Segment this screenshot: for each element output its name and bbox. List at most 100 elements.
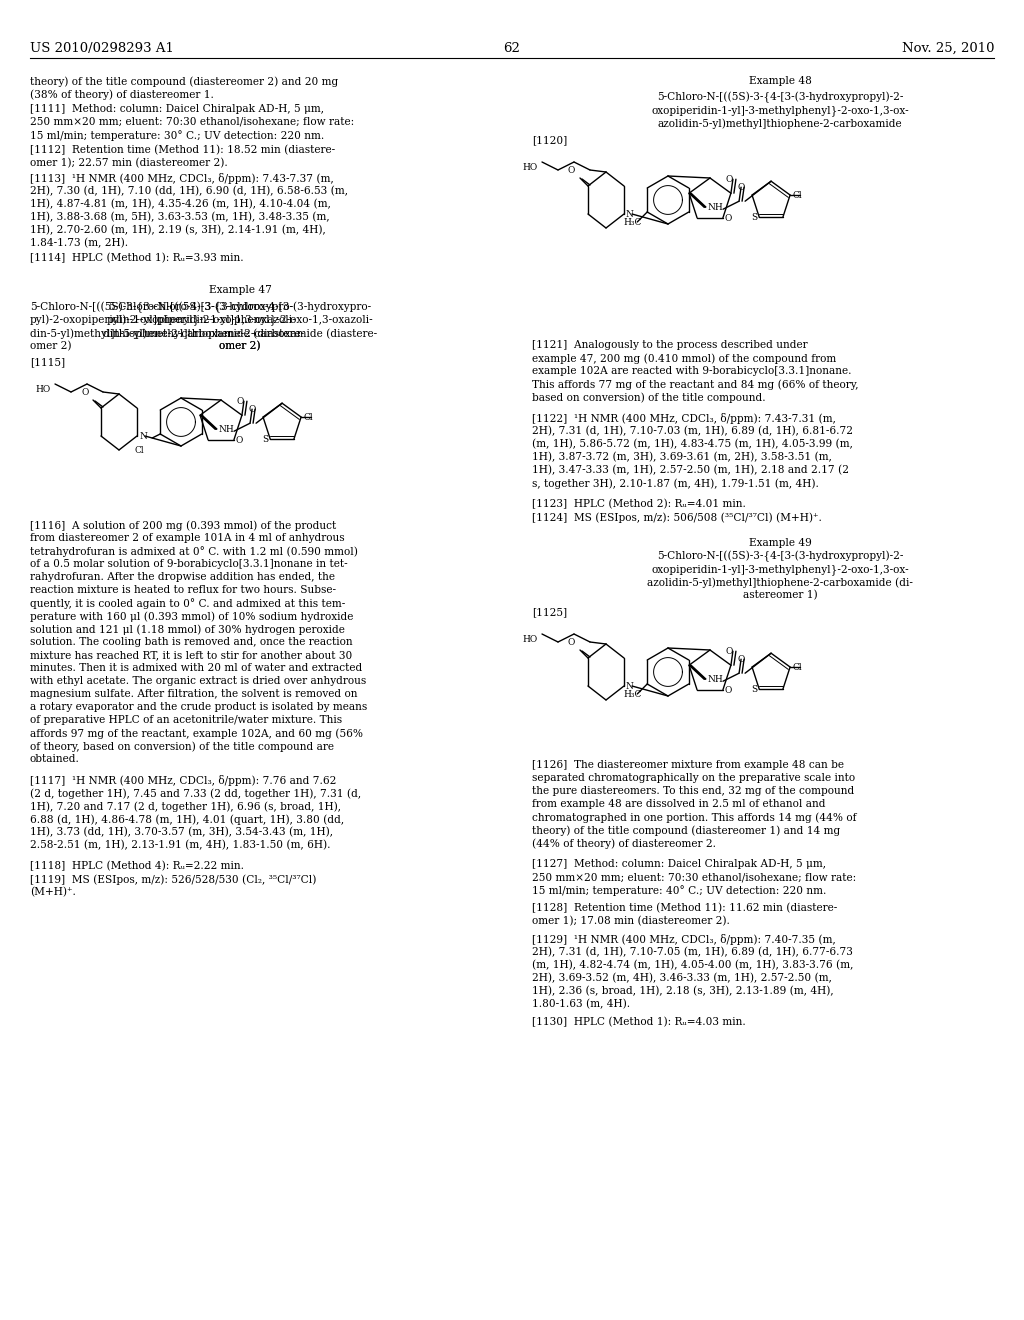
Text: S: S (262, 436, 268, 445)
Text: separated chromatographically on the preparative scale into: separated chromatographically on the pre… (532, 774, 855, 783)
Text: 2H), 7.31 (d, 1H), 7.10-7.05 (m, 1H), 6.89 (d, 1H), 6.77-6.73: 2H), 7.31 (d, 1H), 7.10-7.05 (m, 1H), 6.… (532, 946, 853, 957)
Text: N: N (139, 432, 146, 441)
Text: S: S (752, 214, 758, 222)
Text: Example 48: Example 48 (749, 77, 811, 86)
Text: from diastereomer 2 of example 101A in 4 ml of anhydrous: from diastereomer 2 of example 101A in 4… (30, 533, 345, 543)
Text: 250 mm×20 mm; eluent: 70:30 ethanol/isohexane; flow rate:: 250 mm×20 mm; eluent: 70:30 ethanol/isoh… (30, 117, 354, 127)
Text: mixture has reached RT, it is left to stir for another about 30: mixture has reached RT, it is left to st… (30, 649, 352, 660)
Text: 1H), 3.88-3.68 (m, 5H), 3.63-3.53 (m, 1H), 3.48-3.35 (m,: 1H), 3.88-3.68 (m, 5H), 3.63-3.53 (m, 1H… (30, 213, 330, 222)
Text: of a 0.5 molar solution of 9-borabicyclo[3.3.1]nonane in tet-: of a 0.5 molar solution of 9-borabicyclo… (30, 558, 347, 569)
Text: H₃C: H₃C (624, 690, 642, 700)
Text: Example 49: Example 49 (749, 539, 811, 548)
Text: O: O (237, 397, 245, 407)
Text: omer 2): omer 2) (219, 341, 261, 351)
Text: (44% of theory) of diastereomer 2.: (44% of theory) of diastereomer 2. (532, 838, 716, 849)
Text: NH: NH (218, 425, 233, 434)
Text: Cl: Cl (134, 446, 143, 455)
Polygon shape (200, 416, 217, 429)
Text: [1114]  HPLC (Method 1): Rᵤ=3.93 min.: [1114] HPLC (Method 1): Rᵤ=3.93 min. (30, 253, 244, 264)
Text: s, together 3H), 2.10-1.87 (m, 4H), 1.79-1.51 (m, 4H).: s, together 3H), 2.10-1.87 (m, 4H), 1.79… (532, 478, 819, 488)
Text: O: O (726, 176, 733, 185)
Text: 15 ml/min; temperature: 30° C.; UV detection: 220 nm.: 15 ml/min; temperature: 30° C.; UV detec… (30, 129, 325, 141)
Text: with ethyl acetate. The organic extract is dried over anhydrous: with ethyl acetate. The organic extract … (30, 676, 367, 686)
Text: O: O (81, 388, 88, 397)
Text: 15 ml/min; temperature: 40° C.; UV detection: 220 nm.: 15 ml/min; temperature: 40° C.; UV detec… (532, 884, 826, 896)
Text: 5-Chloro-N-[((5S)-3-{4-[3-(3-hydroxypropyl)-2-: 5-Chloro-N-[((5S)-3-{4-[3-(3-hydroxyprop… (656, 550, 903, 562)
Text: rahydrofuran. After the dropwise addition has ended, the: rahydrofuran. After the dropwise additio… (30, 572, 335, 582)
Text: 62: 62 (504, 42, 520, 55)
Text: This affords 77 mg of the reactant and 84 mg (66% of theory,: This affords 77 mg of the reactant and 8… (532, 379, 858, 389)
Text: [1123]  HPLC (Method 2): Rᵤ=4.01 min.: [1123] HPLC (Method 2): Rᵤ=4.01 min. (532, 499, 745, 510)
Text: (38% of theory) of diastereomer 1.: (38% of theory) of diastereomer 1. (30, 88, 214, 99)
Text: S: S (752, 685, 758, 694)
Text: perature with 160 μl (0.393 mmol) of 10% sodium hydroxide: perature with 160 μl (0.393 mmol) of 10%… (30, 611, 353, 622)
Text: Nov. 25, 2010: Nov. 25, 2010 (901, 42, 994, 55)
Text: 1H), 4.87-4.81 (m, 1H), 4.35-4.26 (m, 1H), 4.10-4.04 (m,: 1H), 4.87-4.81 (m, 1H), 4.35-4.26 (m, 1H… (30, 199, 331, 210)
Text: O: O (568, 166, 575, 176)
Text: the pure diastereomers. To this end, 32 mg of the compound: the pure diastereomers. To this end, 32 … (532, 785, 854, 796)
Text: 1H), 3.73 (dd, 1H), 3.70-3.57 (m, 3H), 3.54-3.43 (m, 1H),: 1H), 3.73 (dd, 1H), 3.70-3.57 (m, 3H), 3… (30, 828, 333, 837)
Text: [1129]  ¹H NMR (400 MHz, CDCl₃, δ/ppm): 7.40-7.35 (m,: [1129] ¹H NMR (400 MHz, CDCl₃, δ/ppm): 7… (532, 935, 836, 945)
Text: 1H), 7.20 and 7.17 (2 d, together 1H), 6.96 (s, broad, 1H),: 1H), 7.20 and 7.17 (2 d, together 1H), 6… (30, 801, 341, 812)
Polygon shape (689, 193, 707, 207)
Text: of theory, based on conversion) of the title compound are: of theory, based on conversion) of the t… (30, 741, 334, 751)
Text: O: O (737, 655, 744, 664)
Text: omer 1); 22.57 min (diastereomer 2).: omer 1); 22.57 min (diastereomer 2). (30, 158, 227, 169)
Text: 5-Chloro-N-[((5S)-3-{4-[3-(3-hydroxypropyl)-2-: 5-Chloro-N-[((5S)-3-{4-[3-(3-hydroxyprop… (656, 92, 903, 103)
Text: 2H), 7.31 (d, 1H), 7.10-7.03 (m, 1H), 6.89 (d, 1H), 6.81-6.72: 2H), 7.31 (d, 1H), 7.10-7.03 (m, 1H), 6.… (532, 426, 853, 437)
Text: astereomer 1): astereomer 1) (742, 590, 817, 601)
Text: theory) of the title compound (diastereomer 2) and 20 mg: theory) of the title compound (diastereo… (30, 77, 338, 87)
Text: [1115]: [1115] (30, 356, 66, 367)
Text: NH: NH (708, 676, 723, 684)
Text: [1128]  Retention time (Method 11): 11.62 min (diastere-: [1128] Retention time (Method 11): 11.62… (532, 903, 838, 913)
Text: O: O (726, 647, 733, 656)
Text: azolidin-5-yl)methyl]thiophene-2-carboxamide (di-: azolidin-5-yl)methyl]thiophene-2-carboxa… (647, 577, 913, 587)
Text: solution and 121 μl (1.18 mmol) of 30% hydrogen peroxide: solution and 121 μl (1.18 mmol) of 30% h… (30, 624, 345, 635)
Text: tetrahydrofuran is admixed at 0° C. with 1.2 ml (0.590 mmol): tetrahydrofuran is admixed at 0° C. with… (30, 546, 357, 557)
Text: HO: HO (35, 385, 50, 393)
Text: theory) of the title compound (diastereomer 1) and 14 mg: theory) of the title compound (diastereo… (532, 825, 841, 836)
Text: [1116]  A solution of 200 mg (0.393 mmol) of the product: [1116] A solution of 200 mg (0.393 mmol)… (30, 520, 336, 531)
Text: Example 47: Example 47 (209, 285, 271, 294)
Text: pyl)-2-oxopiperidin-1-yl]phenyl}-2-oxo-1,3-oxazoli-: pyl)-2-oxopiperidin-1-yl]phenyl}-2-oxo-1… (30, 315, 297, 326)
Text: 6.88 (d, 1H), 4.86-4.78 (m, 1H), 4.01 (quart, 1H), 3.80 (dd,: 6.88 (d, 1H), 4.86-4.78 (m, 1H), 4.01 (q… (30, 814, 344, 825)
Text: 1H), 2.70-2.60 (m, 1H), 2.19 (s, 3H), 2.14-1.91 (m, 4H),: 1H), 2.70-2.60 (m, 1H), 2.19 (s, 3H), 2.… (30, 224, 326, 235)
Text: (2 d, together 1H), 7.45 and 7.33 (2 dd, together 1H), 7.31 (d,: (2 d, together 1H), 7.45 and 7.33 (2 dd,… (30, 788, 361, 799)
Text: din-5-yl)methyl]thiophene-2-carboxamide (diastere-: din-5-yl)methyl]thiophene-2-carboxamide … (30, 327, 304, 338)
Text: 2H), 7.30 (d, 1H), 7.10 (dd, 1H), 6.90 (d, 1H), 6.58-6.53 (m,: 2H), 7.30 (d, 1H), 7.10 (dd, 1H), 6.90 (… (30, 186, 348, 197)
Text: [1125]: [1125] (532, 607, 567, 616)
Text: omer 1); 17.08 min (diastereomer 2).: omer 1); 17.08 min (diastereomer 2). (532, 916, 730, 927)
Text: azolidin-5-yl)methyl]thiophene-2-carboxamide: azolidin-5-yl)methyl]thiophene-2-carboxa… (657, 117, 902, 128)
Text: (m, 1H), 5.86-5.72 (m, 1H), 4.83-4.75 (m, 1H), 4.05-3.99 (m,: (m, 1H), 5.86-5.72 (m, 1H), 4.83-4.75 (m… (532, 440, 853, 449)
Text: [1121]  Analogously to the process described under: [1121] Analogously to the process descri… (532, 341, 808, 350)
Text: [1118]  HPLC (Method 4): Rᵤ=2.22 min.: [1118] HPLC (Method 4): Rᵤ=2.22 min. (30, 861, 244, 871)
Text: from example 48 are dissolved in 2.5 ml of ethanol and: from example 48 are dissolved in 2.5 ml … (532, 799, 825, 809)
Text: 5-Chloro-N-[((5S)-3-{3-chloro-4-[3-(3-hydroxypro-: 5-Chloro-N-[((5S)-3-{3-chloro-4-[3-(3-hy… (30, 302, 293, 313)
Text: [1112]  Retention time (Method 11): 18.52 min (diastere-: [1112] Retention time (Method 11): 18.52… (30, 145, 335, 156)
Text: omer 2): omer 2) (219, 341, 261, 351)
Text: pyl)-2-oxopiperidin-1-yl]phenyl}-2-oxo-1,3-oxazoli-: pyl)-2-oxopiperidin-1-yl]phenyl}-2-oxo-1… (106, 315, 374, 326)
Text: oxopiperidin-1-yl]-3-methylphenyl}-2-oxo-1,3-ox-: oxopiperidin-1-yl]-3-methylphenyl}-2-oxo… (651, 564, 909, 574)
Text: NH: NH (708, 203, 723, 213)
Text: 5-Chloro-N-[((5S)-3-{3-chloro-4-[3-(3-hydroxypro-: 5-Chloro-N-[((5S)-3-{3-chloro-4-[3-(3-hy… (109, 302, 372, 313)
Text: O: O (725, 686, 732, 694)
Text: omer 2): omer 2) (30, 341, 72, 351)
Text: 1H), 3.47-3.33 (m, 1H), 2.57-2.50 (m, 1H), 2.18 and 2.17 (2: 1H), 3.47-3.33 (m, 1H), 2.57-2.50 (m, 1H… (532, 465, 849, 475)
Text: H₃C: H₃C (624, 218, 642, 227)
Text: based on conversion) of the title compound.: based on conversion) of the title compou… (532, 392, 766, 403)
Text: reaction mixture is heated to reflux for two hours. Subse-: reaction mixture is heated to reflux for… (30, 585, 336, 595)
Text: 250 mm×20 mm; eluent: 70:30 ethanol/isohexane; flow rate:: 250 mm×20 mm; eluent: 70:30 ethanol/isoh… (532, 873, 856, 882)
Text: of preparative HPLC of an acetonitrile/water mixture. This: of preparative HPLC of an acetonitrile/w… (30, 715, 342, 725)
Text: [1127]  Method: column: Daicel Chiralpak AD-H, 5 μm,: [1127] Method: column: Daicel Chiralpak … (532, 859, 826, 869)
Text: chromatographed in one portion. This affords 14 mg (44% of: chromatographed in one portion. This aff… (532, 812, 856, 822)
Text: Cl: Cl (303, 413, 312, 422)
Text: [1111]  Method: column: Daicel Chiralpak AD-H, 5 μm,: [1111] Method: column: Daicel Chiralpak … (30, 104, 324, 114)
Text: oxopiperidin-1-yl]-3-methylphenyl}-2-oxo-1,3-ox-: oxopiperidin-1-yl]-3-methylphenyl}-2-oxo… (651, 106, 909, 116)
Text: 1.80-1.63 (m, 4H).: 1.80-1.63 (m, 4H). (532, 999, 630, 1010)
Text: N: N (626, 682, 634, 690)
Text: [1120]: [1120] (532, 135, 567, 145)
Text: [1119]  MS (ESIpos, m/z): 526/528/530 (Cl₂, ³⁵Cl/³⁷Cl): [1119] MS (ESIpos, m/z): 526/528/530 (Cl… (30, 874, 316, 884)
Text: 1H), 2.36 (s, broad, 1H), 2.18 (s, 3H), 2.13-1.89 (m, 4H),: 1H), 2.36 (s, broad, 1H), 2.18 (s, 3H), … (532, 986, 834, 997)
Text: example 47, 200 mg (0.410 mmol) of the compound from: example 47, 200 mg (0.410 mmol) of the c… (532, 352, 837, 363)
Text: N: N (626, 210, 634, 219)
